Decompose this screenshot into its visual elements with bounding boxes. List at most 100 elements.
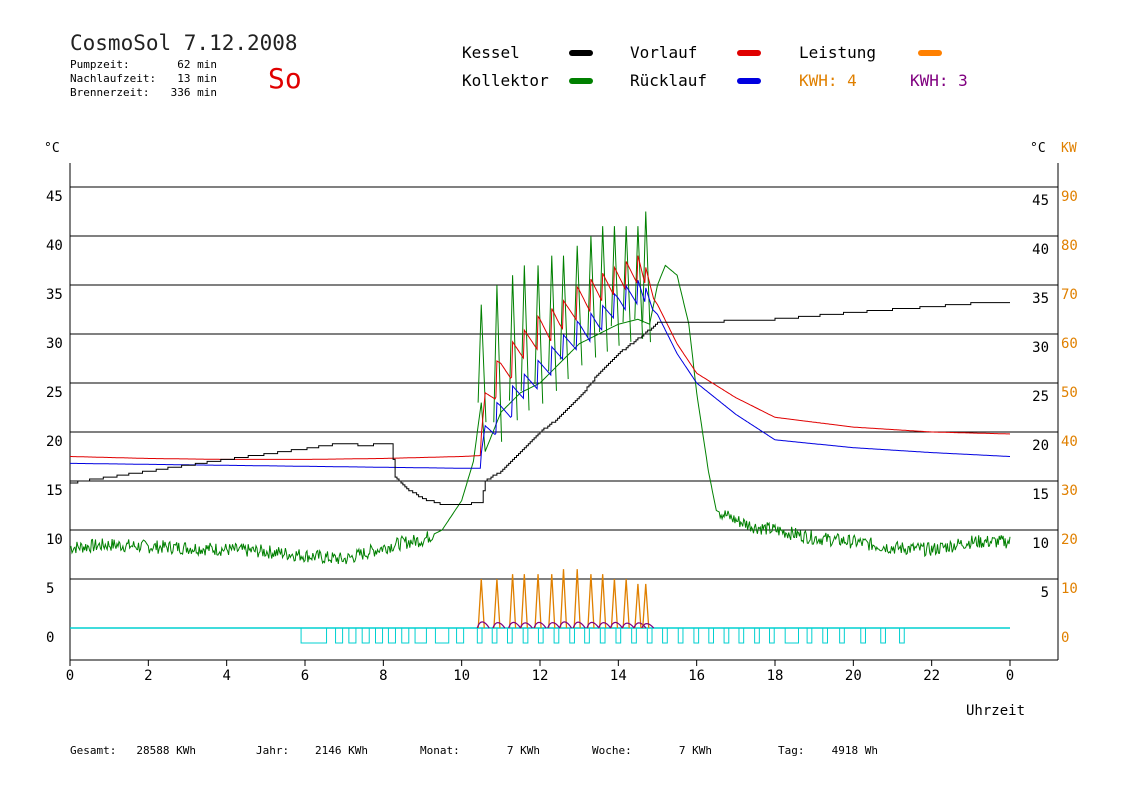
power-pulse bbox=[493, 578, 501, 629]
burner-segment bbox=[375, 627, 384, 644]
power-pulse bbox=[622, 578, 630, 629]
x-tick-label: 2 bbox=[144, 668, 152, 684]
power-pulse bbox=[587, 574, 595, 629]
x-tick-label: 0 bbox=[66, 668, 74, 684]
legend-label: Rücklauf bbox=[630, 71, 707, 90]
y-tick-right: 5 bbox=[1041, 585, 1049, 601]
x-tick-label: 8 bbox=[379, 668, 387, 684]
kollektor-spike bbox=[610, 226, 620, 346]
burner-segment bbox=[839, 627, 845, 644]
y-tick-power: 20 bbox=[1061, 532, 1078, 548]
kwh-pulse bbox=[572, 621, 586, 629]
x-tick-label: 12 bbox=[532, 668, 549, 684]
y-tick-right: 40 bbox=[1032, 242, 1049, 258]
burner-segment bbox=[693, 627, 700, 644]
burner-segment bbox=[569, 627, 575, 644]
legend-label: Kollektor bbox=[462, 71, 549, 90]
y-tick-left: 35 bbox=[46, 287, 63, 303]
power-axis-unit: KW bbox=[1061, 141, 1077, 156]
series-line-vorlauf bbox=[70, 255, 1011, 460]
burner-segment bbox=[806, 627, 813, 644]
y-tick-power: 40 bbox=[1061, 434, 1078, 450]
stat-label: Nachlaufzeit: bbox=[70, 72, 156, 85]
chart-title: CosmoSol 7.12.2008 bbox=[70, 31, 298, 55]
stat-value: 13 min bbox=[177, 72, 217, 85]
kwh-label: KWH: 3 bbox=[910, 71, 968, 90]
power-pulse bbox=[520, 574, 528, 629]
x-tick-label: 4 bbox=[222, 668, 230, 684]
burner-segment bbox=[537, 627, 544, 644]
y-tick-right: 30 bbox=[1032, 340, 1049, 356]
kollektor-spike bbox=[477, 304, 487, 423]
burner-segment bbox=[434, 627, 450, 644]
series-line-kollektor bbox=[69, 264, 1011, 565]
burner-segment bbox=[414, 627, 427, 644]
burner-segment bbox=[584, 627, 590, 644]
y-tick-left: 10 bbox=[46, 532, 63, 548]
x-tick-label: 22 bbox=[923, 668, 940, 684]
footer-label: Woche: bbox=[592, 744, 632, 757]
power-pulse bbox=[599, 574, 607, 629]
legend-label: Leistung bbox=[799, 43, 876, 62]
kollektor-spike bbox=[493, 284, 503, 442]
kollektor-spike bbox=[622, 226, 632, 342]
y-tick-left: 15 bbox=[46, 483, 63, 499]
x-tick-label: 18 bbox=[767, 668, 784, 684]
x-tick-label: 10 bbox=[453, 668, 470, 684]
kwh-pulse bbox=[476, 621, 490, 629]
kollektor-spike bbox=[548, 255, 557, 391]
y-tick-left: 45 bbox=[46, 189, 63, 205]
kwh-pulse bbox=[621, 622, 635, 629]
power-pulse bbox=[642, 583, 650, 629]
footer-value: 4918 Wh bbox=[832, 744, 878, 757]
y-tick-power: 50 bbox=[1061, 385, 1078, 401]
kollektor-spike bbox=[634, 226, 644, 339]
legend: Kessel Vorlauf Leistung Kollektor Rücklauf KW… bbox=[462, 43, 968, 90]
burner-segment bbox=[476, 627, 483, 644]
y-tick-left: 0 bbox=[46, 630, 54, 646]
y-tick-left: 5 bbox=[46, 581, 54, 597]
burner-segment bbox=[784, 627, 800, 644]
burner-segment bbox=[708, 627, 715, 644]
burner-segment bbox=[646, 627, 653, 644]
y-tick-right: 10 bbox=[1032, 536, 1049, 552]
footer: Gesamt: 28588 KWh Jahr: 2146 KWh Monat: 7 KWh… bbox=[70, 744, 878, 757]
power-pulse bbox=[534, 574, 542, 629]
x-axis-title: Uhrzeit bbox=[966, 703, 1025, 719]
stats-block: Pumpzeit: 62 min Nachlaufzeit: 13 min Brenne… bbox=[70, 58, 217, 99]
y-tick-right: 35 bbox=[1032, 291, 1049, 307]
power-pulse bbox=[634, 583, 642, 629]
y-tick-right: 20 bbox=[1032, 438, 1049, 454]
burner-segment bbox=[387, 627, 396, 644]
burner-segment bbox=[335, 627, 344, 644]
burner-segment bbox=[769, 627, 775, 644]
burner-segment bbox=[300, 627, 328, 644]
footer-value: 28588 KWh bbox=[136, 744, 196, 757]
burner-segment bbox=[599, 627, 606, 644]
y-tick-left: 25 bbox=[46, 385, 63, 401]
kwh-pulse bbox=[633, 622, 647, 629]
kwh-pulse bbox=[598, 622, 612, 629]
footer-value: 2146 KWh bbox=[315, 744, 368, 757]
stat-value: 62 min bbox=[177, 58, 217, 71]
y-tick-power: 10 bbox=[1061, 581, 1078, 597]
burner-segment bbox=[456, 627, 465, 644]
power-pulse bbox=[548, 574, 556, 629]
power-pulse bbox=[477, 578, 485, 629]
y-tick-power: 0 bbox=[1061, 630, 1069, 646]
footer-label: Tag: bbox=[778, 744, 805, 757]
y-tick-power: 70 bbox=[1061, 287, 1078, 303]
y-tick-right: 45 bbox=[1032, 193, 1049, 209]
y-tick-left: 20 bbox=[46, 434, 63, 450]
burner-segment bbox=[522, 627, 529, 644]
burner-segment bbox=[860, 627, 866, 644]
legend-label: Vorlauf bbox=[630, 43, 697, 62]
kollektor-spike bbox=[520, 265, 530, 411]
burner-segment bbox=[899, 627, 905, 644]
series-layer bbox=[69, 211, 1011, 644]
y-tick-power: 60 bbox=[1061, 336, 1078, 352]
header: CosmoSol 7.12.2008 So Pumpzeit: 62 min Nac… bbox=[70, 31, 302, 99]
kwh-pulse bbox=[508, 621, 522, 629]
kwh-pulse bbox=[586, 621, 600, 629]
